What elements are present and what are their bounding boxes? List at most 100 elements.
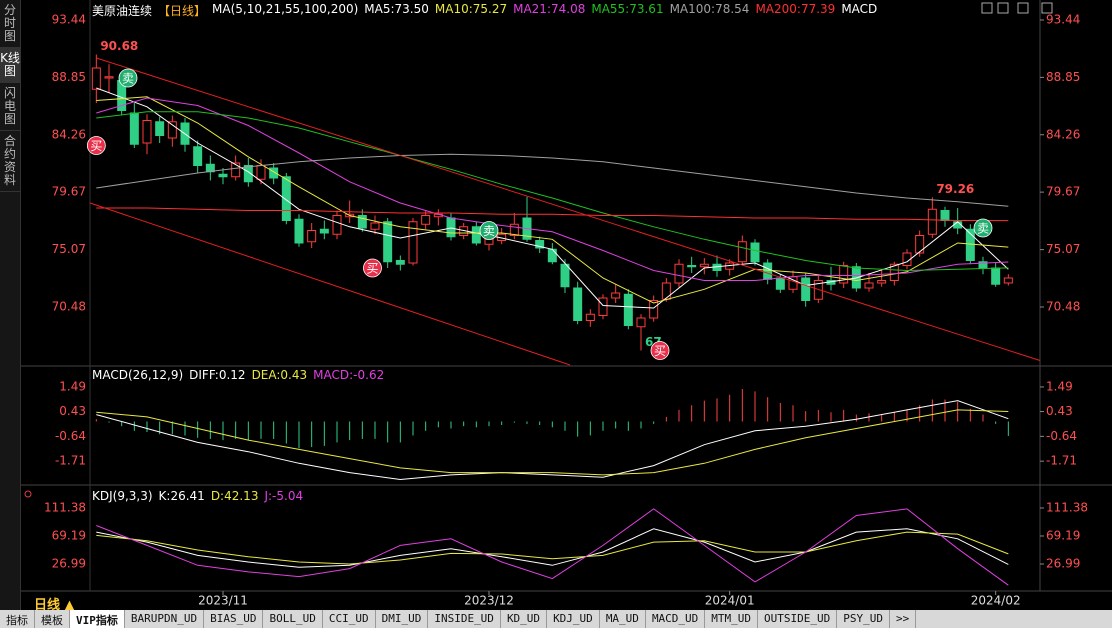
bottom-tabs: 指标 模板 VIP指标 BARUPDN_UD BIAS_UD BOLL_UD CCI_UD D… [0, 610, 1112, 628]
candle-body [737, 241, 747, 263]
bottom-tab[interactable]: KDJ_UD [547, 610, 600, 628]
side-tab[interactable]: 闪电图 [0, 83, 20, 131]
bottom-tab[interactable]: MTM_UD [705, 610, 759, 628]
y-tick-label: -1.71 [1046, 454, 1077, 468]
y-tick-label: 93.44 [52, 13, 86, 27]
bottom-tab[interactable]: MACD_UD [646, 610, 706, 628]
settings-dot[interactable] [24, 490, 32, 498]
candle-body [915, 235, 925, 254]
panel-title: MACD(26,12,9) [92, 368, 184, 382]
bottom-tab[interactable]: KD_UD [501, 610, 548, 628]
signal-label: 买 [90, 139, 102, 153]
candle-body [864, 282, 874, 289]
candle-body [623, 293, 633, 326]
panel-title: KDJ(9,3,3) [92, 489, 153, 503]
candle-body [927, 208, 937, 235]
x-tick-label: 2024/01 [705, 594, 755, 608]
candle-body [509, 223, 519, 236]
y-tick-label: 1.49 [59, 379, 86, 393]
bottom-tab[interactable]: OUTSIDE_UD [758, 610, 838, 628]
legend-entry: K:26.41 [158, 489, 205, 503]
trend-line [89, 202, 571, 366]
series-line [96, 528, 1009, 568]
y-tick-label: 1.49 [1046, 379, 1073, 393]
candle-body [446, 217, 456, 238]
series-line [96, 409, 1009, 476]
candle-body [699, 263, 709, 268]
bottom-tab[interactable]: CCI_UD [323, 610, 376, 628]
bottom-tab[interactable]: MA_UD [600, 610, 646, 628]
candle-body [801, 277, 811, 301]
candle-body [560, 263, 570, 288]
icon[interactable] [1041, 2, 1053, 14]
bottom-tab[interactable]: BARUPDN_UD [125, 610, 205, 628]
bottom-tab[interactable]: VIP指标 [70, 610, 125, 628]
candle-body [598, 297, 608, 316]
bottom-tab[interactable]: >> [890, 610, 917, 628]
series-line [96, 97, 1009, 281]
signal-marker [479, 221, 499, 240]
signal-label: 卖 [122, 72, 134, 86]
y-tick-label: 84.26 [52, 127, 86, 141]
candle-body [661, 282, 671, 300]
legend-entry: MA55:73.61 [591, 2, 664, 16]
candle-body [535, 240, 545, 249]
candle-body [940, 210, 950, 221]
candle-body [319, 228, 329, 234]
period-button[interactable]: 日线 ▲ [34, 598, 75, 613]
series-line [96, 87, 1009, 309]
y-tick-label: 0.43 [59, 404, 86, 418]
icon[interactable] [1017, 2, 1029, 14]
annotation: 79.26 [936, 182, 974, 196]
legend-entry: MA21:74.08 [513, 2, 586, 16]
bottom-tab[interactable]: BIAS_UD [204, 610, 264, 628]
y-tick-label: 26.99 [1046, 556, 1080, 570]
signal-marker [86, 136, 106, 155]
icon[interactable] [997, 2, 1009, 14]
bottom-tab[interactable]: 指标 [0, 610, 35, 628]
bottom-tab[interactable]: BOLL_UD [263, 610, 323, 628]
bottom-tab[interactable]: PSY_UD [837, 610, 891, 628]
y-tick-label: 79.67 [1046, 185, 1080, 199]
candle-body [991, 267, 1001, 285]
series-line [96, 508, 1009, 586]
y-tick-label: 26.99 [52, 556, 86, 570]
bottom-tab[interactable]: 模板 [35, 610, 70, 628]
series-line [96, 400, 1009, 481]
candle-body [104, 76, 114, 79]
candle-body [129, 112, 139, 145]
candle-body [256, 165, 266, 180]
candle-body [155, 121, 165, 136]
candle-body [471, 226, 481, 244]
bottom-tab[interactable]: DMI_UD [376, 610, 429, 628]
legend-entry: DEA:0.43 [251, 368, 308, 382]
candle-body [674, 263, 684, 284]
icon[interactable] [981, 2, 993, 14]
legend-entry: DIFF:0.12 [189, 368, 246, 382]
price-header: 美原油连续 【日线】 MA(5,10,21,55,100,200) MA5:73.50… [92, 2, 877, 19]
y-tick-label: -0.64 [55, 429, 86, 443]
legend-entry: MACD:-0.62 [313, 368, 385, 382]
candle-body [611, 292, 621, 299]
candle-body [370, 222, 380, 230]
candle-body [332, 215, 342, 235]
y-tick-label: 75.07 [52, 242, 86, 256]
candle-body [281, 176, 291, 221]
bottom-tab[interactable]: INSIDE_UD [428, 610, 501, 628]
candle-body [585, 313, 595, 321]
signal-label: 买 [654, 344, 666, 358]
x-tick-label: 2023/11 [198, 594, 248, 608]
candle-body [889, 263, 899, 281]
candle-body [218, 173, 228, 178]
y-tick-label: 70.48 [52, 300, 86, 314]
candle-body [231, 162, 241, 178]
side-tab[interactable]: K线图 [0, 48, 20, 83]
side-tab[interactable]: 合约资料 [0, 131, 20, 192]
candle-body [877, 280, 887, 284]
y-tick-label: 111.38 [1046, 500, 1088, 514]
y-tick-label: 88.85 [1046, 70, 1080, 84]
candle-body [687, 265, 697, 268]
side-tab[interactable]: 分时图 [0, 0, 20, 48]
y-tick-label: 70.48 [1046, 300, 1080, 314]
